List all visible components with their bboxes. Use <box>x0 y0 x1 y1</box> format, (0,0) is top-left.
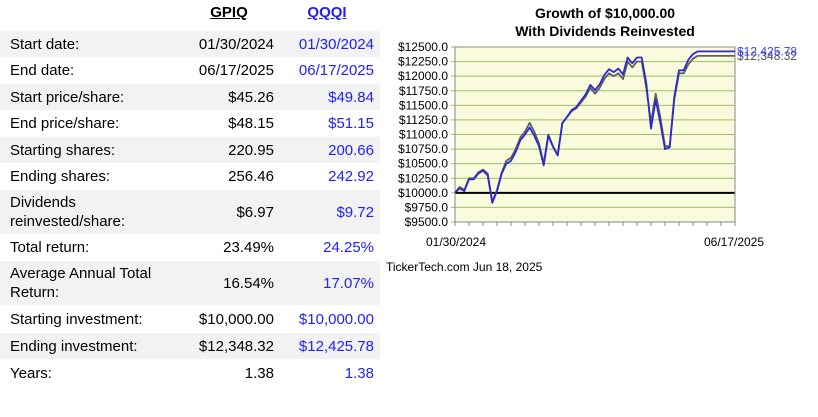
row-label: End date: <box>10 61 74 80</box>
y-tick-label: $12250.0 <box>398 55 448 69</box>
y-tick-label: $12500.0 <box>398 40 448 54</box>
row-label-line: Ending investment: <box>10 337 138 355</box>
row-label: Start price/share: <box>10 88 124 107</box>
chart-title-line: Growth of $10,000.00 <box>535 5 675 21</box>
y-tick-label: $10500.0 <box>398 157 448 171</box>
gpiq-value: $6.97 <box>236 203 274 221</box>
chart-title-line: With Dividends Reinvested <box>515 23 695 39</box>
plot-frame <box>454 46 736 223</box>
growth-chart: Growth of $10,000.00 With Dividends Reinv… <box>382 0 818 417</box>
chart-credit: TickerTech.com Jun 18, 2025 <box>386 260 543 274</box>
row-label: Total return: <box>10 238 89 257</box>
table-row: Average Annual Total Return: 16.54% 17.07% <box>0 261 380 305</box>
row-label: Average Annual Total Return: <box>10 264 151 302</box>
qqqi-value: $10,000.00 <box>298 310 374 328</box>
row-label-line: Start price/share: <box>10 88 125 106</box>
y-tick-label: $10750.0 <box>398 142 448 156</box>
gpiq-value: 220.95 <box>228 141 274 159</box>
y-tick-label: $9500.0 <box>405 215 449 229</box>
qqqi-value: 06/17/2025 <box>298 61 374 79</box>
table-row: Starting shares: 220.95 200.66 <box>0 137 380 163</box>
gpiq-value: 23.49% <box>223 238 274 256</box>
qqqi-value: 24.25% <box>323 238 374 256</box>
y-tick-label: $10250.0 <box>398 171 448 185</box>
row-label: Dividends reinvested/share: <box>10 193 125 231</box>
table-row: Ending investment: $12,348.32 $12,425.78 <box>0 333 380 359</box>
row-label: End price/share: <box>10 114 119 133</box>
gpiq-value: $10,000.00 <box>198 310 274 328</box>
row-label-line: Starting investment: <box>10 310 143 328</box>
table-row: End date: 06/17/2025 06/17/2025 <box>0 57 380 83</box>
row-label-line: Starting shares: <box>10 141 116 159</box>
row-label: Starting shares: <box>10 141 115 160</box>
y-tick-label: $11250.0 <box>399 113 448 127</box>
qqqi-value: 242.92 <box>328 167 374 185</box>
row-label: Ending shares: <box>10 167 110 186</box>
row-label-line: Start date: <box>10 35 80 53</box>
qqqi-value: $9.72 <box>336 203 374 221</box>
y-tick-label: $12000.0 <box>398 69 448 83</box>
table-row: Dividends reinvested/share: $6.97 $9.72 <box>0 190 380 234</box>
fund-header-gpiq[interactable]: GPIQ <box>210 4 248 21</box>
row-label: Ending investment: <box>10 337 138 356</box>
y-tick-label: $11000.0 <box>399 128 448 142</box>
end-value-label-qqqi: $12,425.78 <box>737 44 797 58</box>
row-label: Starting investment: <box>10 310 143 329</box>
y-tick-label: $10000.0 <box>398 186 448 200</box>
series-line-qqqi <box>454 50 735 204</box>
row-label: Years: <box>10 364 52 383</box>
gpiq-value: 1.38 <box>244 364 274 382</box>
growth-chart-svg: Growth of $10,000.00 With Dividends Reinv… <box>386 5 797 274</box>
table-row: Total return: 23.49% 24.25% <box>0 234 380 260</box>
qqqi-value: 17.07% <box>323 274 374 292</box>
gpiq-value: 06/17/2025 <box>198 61 274 79</box>
qqqi-value: 200.66 <box>328 141 374 159</box>
row-label-line: Dividends <box>10 194 76 211</box>
row-label-line: End date: <box>10 61 75 79</box>
row-label: Start date: <box>10 35 79 54</box>
x-tick-label: 06/17/2025 <box>704 235 764 249</box>
qqqi-value: 01/30/2024 <box>298 35 374 53</box>
y-tick-label: $11500.0 <box>399 98 448 112</box>
row-label-line: Years: <box>10 364 52 382</box>
table-row: End price/share: $48.15 $51.15 <box>0 110 380 136</box>
qqqi-value: 1.38 <box>344 364 374 382</box>
gpiq-value: $12,348.32 <box>198 337 274 355</box>
gpiq-value: 01/30/2024 <box>198 35 274 53</box>
qqqi-value: $49.84 <box>328 88 374 106</box>
gpiq-value: 256.46 <box>228 167 274 185</box>
y-tick-label: $11750.0 <box>399 84 448 98</box>
y-tick-label: $9750.0 <box>405 200 449 214</box>
row-label-line: Return: <box>10 284 60 301</box>
end-value-label-gpiq: $12,348.32 <box>737 49 797 63</box>
table-row: Years: 1.38 1.38 <box>0 360 380 386</box>
fund-header-qqqi[interactable]: QQQI <box>307 4 347 21</box>
row-label-line: reinvested/share: <box>10 213 126 230</box>
table-row: Start date: 01/30/2024 01/30/2024 <box>0 31 380 57</box>
gpiq-value: $45.26 <box>228 88 274 106</box>
table-row: Ending shares: 256.46 242.92 <box>0 163 380 189</box>
x-tick-label: 01/30/2024 <box>426 235 486 249</box>
table-row: Starting investment: $10,000.00 $10,000.00 <box>0 306 380 332</box>
row-label-line: Average Annual Total <box>10 265 152 282</box>
row-label-line: Total return: <box>10 238 90 256</box>
table-row: Start price/share: $45.26 $49.84 <box>0 84 380 110</box>
gpiq-value: 16.54% <box>223 274 274 292</box>
row-label-line: Ending shares: <box>10 167 111 185</box>
qqqi-value: $12,425.78 <box>298 337 374 355</box>
gpiq-value: $48.15 <box>228 114 274 132</box>
qqqi-value: $51.15 <box>328 114 374 132</box>
row-label-line: End price/share: <box>10 114 120 132</box>
